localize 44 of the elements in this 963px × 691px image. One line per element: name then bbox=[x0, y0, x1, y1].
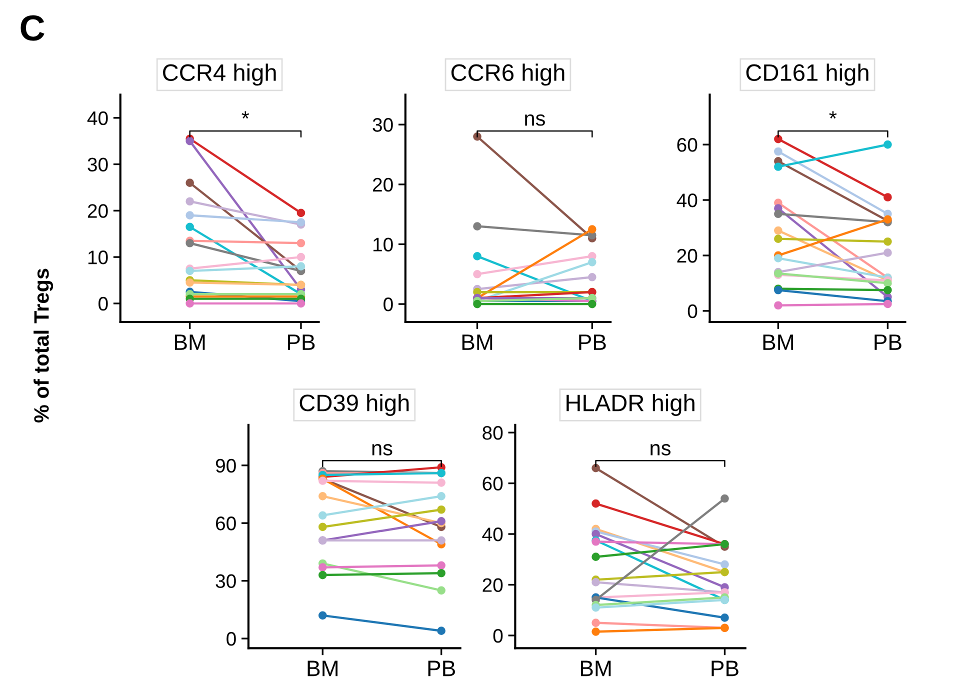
y-tick-label: 40 bbox=[482, 527, 503, 542]
y-tick-label: 30 bbox=[372, 118, 393, 132]
x-tick-label: PB bbox=[428, 660, 455, 676]
annotation: ns bbox=[372, 444, 392, 456]
y-tick-label: 20 bbox=[88, 204, 108, 218]
x-tick-label: PB bbox=[579, 334, 606, 350]
chart-title: CD39 high bbox=[300, 394, 409, 416]
annotation: * bbox=[829, 111, 837, 119]
chart-title: CCR6 high bbox=[451, 64, 564, 86]
y-tick-label: 0 bbox=[688, 304, 698, 318]
y-tick-label: 40 bbox=[676, 193, 698, 208]
y-tick-label: 80 bbox=[482, 426, 503, 440]
y-tick-label: 20 bbox=[482, 578, 503, 592]
y-tick-label: 30 bbox=[88, 158, 108, 172]
y-tick-label: 10 bbox=[373, 238, 393, 252]
x-tick-label: BM bbox=[763, 334, 794, 350]
annotation: ns bbox=[650, 444, 671, 456]
chart-title: HLADR high bbox=[566, 394, 694, 416]
annotation: * bbox=[242, 111, 250, 119]
y-tick-label: 20 bbox=[677, 248, 698, 263]
x-tick-label: BM bbox=[174, 334, 205, 350]
x-tick-label: BM bbox=[580, 660, 611, 676]
y-axis-title: % of total Tregs bbox=[34, 268, 54, 423]
x-tick-label: PB bbox=[874, 334, 902, 350]
chart-title: CD161 high bbox=[746, 64, 868, 86]
y-tick-label: 60 bbox=[677, 138, 698, 152]
y-tick-label: 30 bbox=[216, 574, 236, 588]
x-tick-label: PB bbox=[288, 334, 315, 350]
y-tick-label: 10 bbox=[88, 250, 108, 264]
y-tick-label: 0 bbox=[493, 628, 503, 643]
y-tick-label: 90 bbox=[216, 458, 236, 473]
y-tick-label: 0 bbox=[226, 632, 236, 646]
x-tick-label: BM bbox=[308, 660, 338, 676]
x-tick-label: PB bbox=[712, 660, 738, 676]
y-tick-label: 60 bbox=[216, 516, 236, 530]
chart-title: CCR4 high bbox=[163, 64, 276, 86]
annotation: ns bbox=[525, 114, 545, 126]
y-tick-label: 0 bbox=[98, 296, 108, 311]
y-tick-label: 20 bbox=[372, 178, 393, 192]
y-tick-label: 60 bbox=[482, 476, 503, 491]
x-tick-label: BM bbox=[462, 334, 492, 350]
text: C bbox=[20, 15, 44, 41]
y-tick-label: 0 bbox=[384, 298, 393, 312]
y-tick-label: 40 bbox=[87, 111, 108, 126]
